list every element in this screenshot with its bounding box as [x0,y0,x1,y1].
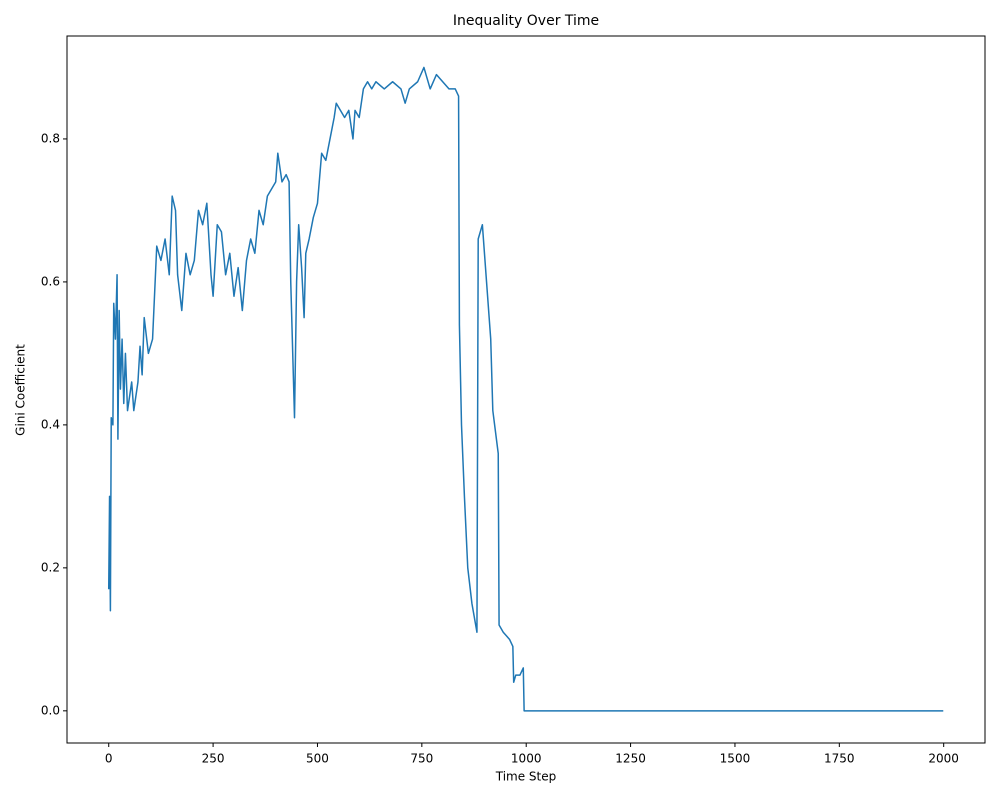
x-tick-label: 2000 [928,752,959,766]
x-tick-label: 750 [410,752,433,766]
y-tick-label: 0.4 [41,417,60,431]
data-line [107,66,944,712]
y-tick-label: 0.2 [41,560,60,574]
x-axis-label: Time Step [495,770,557,784]
x-tick-label: 500 [306,752,329,766]
chart-title: Inequality Over Time [453,13,599,29]
y-axis-label: Gini Coefficient [14,344,28,436]
x-tick-label: 1250 [615,752,646,766]
x-tick-label: 1000 [511,752,542,766]
x-tick-label: 0 [105,752,113,766]
plot-frame [66,35,986,744]
x-tick-label: 1500 [720,752,751,766]
y-tick-label: 0.0 [41,703,60,717]
y-tick-label: 0.6 [41,274,60,288]
x-tick-label: 250 [202,752,225,766]
y-tick-label: 0.8 [41,131,60,145]
x-tick-label: 1750 [824,752,855,766]
